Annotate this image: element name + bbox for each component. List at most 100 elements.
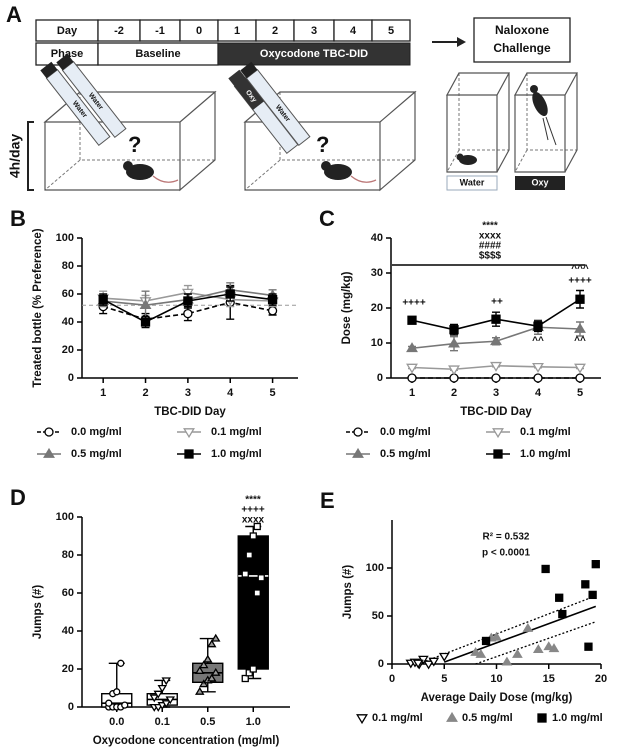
bracket [27,121,34,191]
data-point [591,560,600,569]
data-point [113,688,121,696]
y-axis-label: Treated bottle (% Preference) [32,228,44,387]
legend-marker [353,427,363,437]
annotation: ^^ [574,336,586,347]
x-axis-label: Oxycodone concentration (mg/ml) [93,735,280,747]
group-label: Oxy [531,177,548,187]
day-label: -1 [155,25,165,37]
data-point [548,643,560,653]
bottle-cap [56,53,74,71]
mouse-head [530,85,538,93]
legend-marker [44,427,54,437]
mouse-body [459,155,477,165]
x-tick-label: 5 [441,673,447,685]
question-mark: ? [316,132,329,157]
data-point [423,660,434,670]
data-point [532,362,544,373]
x-tick-label: 2 [142,387,148,399]
annotation: R² = 0.532 [483,532,530,543]
data-point [253,522,261,531]
legend-marker [356,714,368,725]
legend-marker [352,447,364,458]
data-point [558,609,567,619]
x-tick-label: 1 [100,387,106,399]
data-point [575,294,585,304]
legend-label: 0.0 mg/ml [380,426,431,438]
legend-marker [493,449,503,459]
x-tick-label: 10 [490,673,502,685]
data-point [406,363,418,374]
legend-marker [184,449,194,459]
x-tick-label: 4 [227,387,234,399]
data-point [406,342,418,353]
challenge-box [473,17,571,63]
y-tick-label: 20 [371,302,383,314]
motion-lines [542,116,557,146]
data-point [575,373,585,383]
data-point [533,373,543,383]
data-point [98,294,108,305]
data-point [543,641,555,651]
y-tick-label: 10 [371,337,383,349]
annotation: **** [482,221,498,232]
data-point [512,648,523,658]
annotation: ++ [491,297,503,308]
question-mark: ? [128,132,141,157]
legend-label: 0.5 mg/ml [462,712,513,724]
data-point [267,294,278,305]
data-point [555,593,564,602]
x-axis-label: TBC-DID Day [154,406,226,418]
y-axis-label: Jumps (#) [32,585,44,639]
data-point [195,666,205,674]
x-tick-label: 5 [270,387,276,399]
day-label: 0 [196,25,202,37]
data-point [428,657,440,667]
legend-label: 0.5 mg/ml [71,448,122,460]
challenge-label: Naloxone [495,23,549,37]
bottle: Oxy [228,69,299,154]
data-point [522,623,534,632]
day-label: 1 [234,25,240,37]
panel-a: A Day -2 -1 0 1 2 3 4 5 Phase Baseline O… [6,2,579,192]
phase-label: Baseline [135,48,180,60]
cage-hidden-edge [446,73,509,173]
data-point [203,654,213,663]
legend-label: 1.0 mg/ml [520,448,571,460]
data-point [412,659,424,669]
box [237,535,269,670]
cage [445,72,511,173]
bottle: Water [40,61,111,146]
data-point [475,648,487,658]
x-tick-label: 0 [389,673,395,685]
annotation: ^^ [532,336,544,347]
data-point [438,652,450,662]
legend-marker [183,428,195,439]
y-axis-label: Dose (mg/kg) [341,271,353,344]
y-tick-label: 30 [371,267,383,279]
fit-line [443,605,597,663]
x-tick-label: 0.0 [109,716,124,728]
y-tick-label: 80 [62,549,74,561]
y-tick-label: 0 [377,372,383,384]
mouse-head [321,161,331,171]
data-point [183,296,193,306]
data-point [149,694,159,703]
mouse-head [456,153,464,161]
cage-edge [445,72,511,173]
y-tick-label: 100 [56,511,74,523]
duration-label: 4h/day [7,134,23,179]
data-point [121,701,129,709]
phase-header: Phase [51,48,83,60]
panel-label: A [6,2,22,27]
data-point [211,633,221,642]
day-header: Day [57,25,78,37]
data-point [588,590,597,600]
annotation: ++++ [241,505,265,516]
bottle: Water [56,53,127,138]
annotation: ++++ [568,276,592,287]
data-point [207,639,217,648]
data-point [253,589,261,597]
annotation: ^^^ [571,264,589,275]
data-point [584,642,593,651]
data-point [249,665,257,673]
